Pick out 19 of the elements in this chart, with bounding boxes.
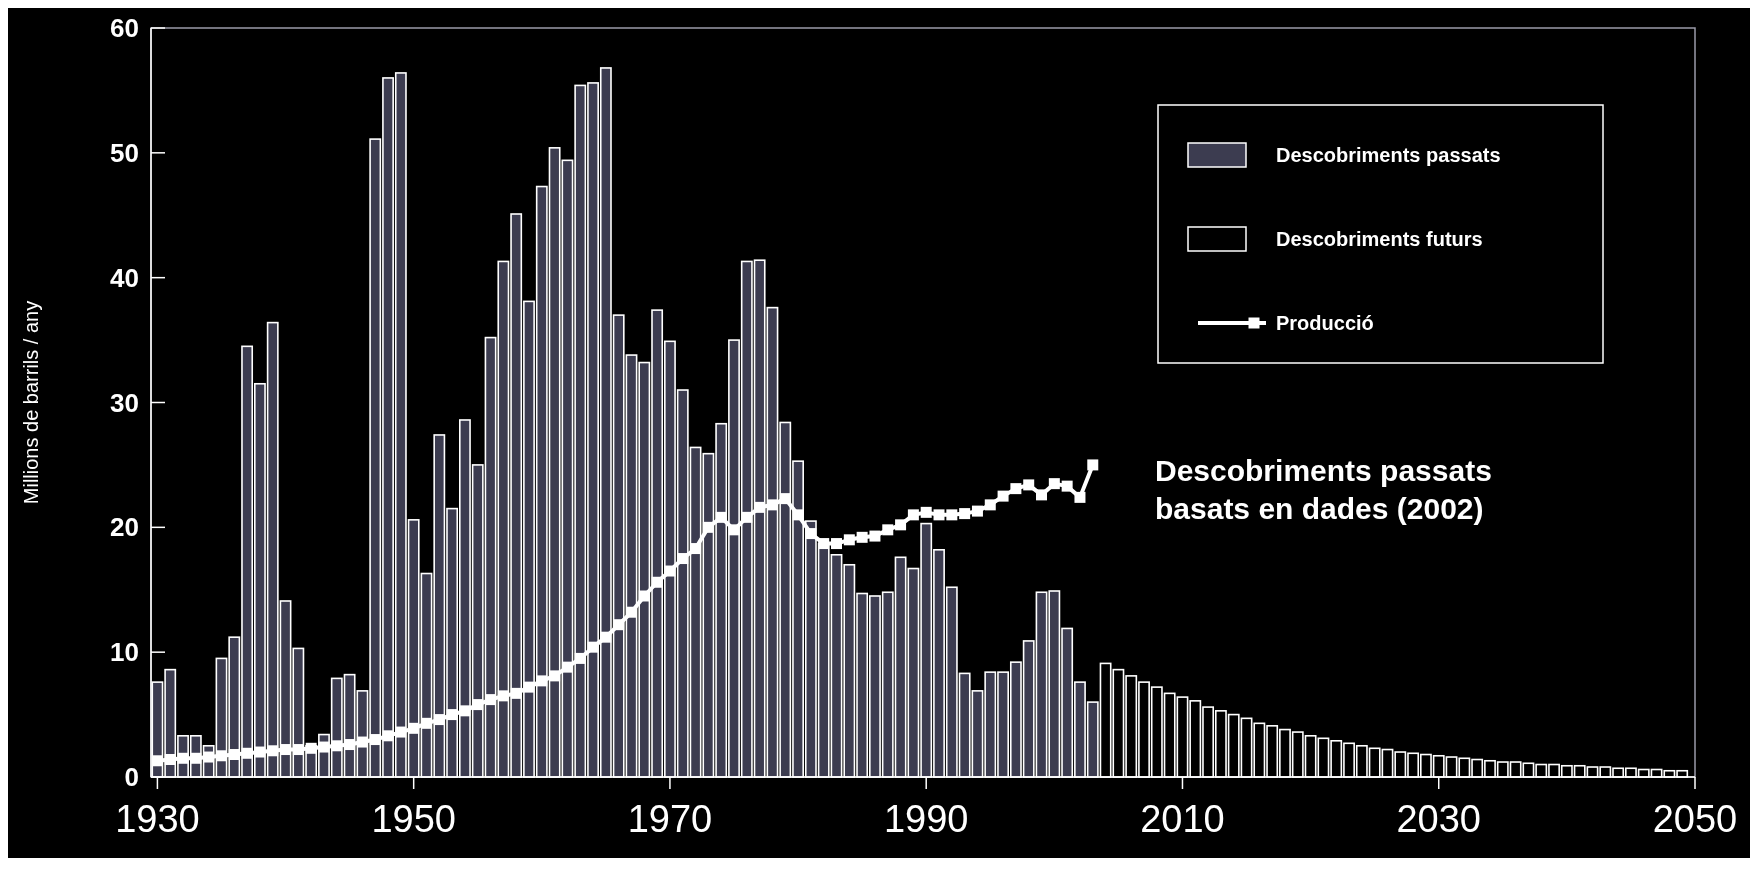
y-axis-title: Millions de barrils / any bbox=[20, 300, 42, 505]
y-tick-label: 0 bbox=[124, 762, 139, 793]
annotation: Descobriments passats basats en dades (2002) bbox=[1155, 454, 1492, 525]
x-tick-label: 1930 bbox=[115, 798, 200, 840]
y-tick-label: 30 bbox=[110, 387, 139, 418]
y-tick-label: 20 bbox=[110, 512, 139, 543]
x-tick-label: 2030 bbox=[1396, 798, 1482, 840]
legend-label: Producció bbox=[1276, 312, 1374, 334]
x-tick-label: 1970 bbox=[627, 798, 713, 840]
x-tick-label: 2010 bbox=[1140, 798, 1225, 840]
x-tick-label: 1990 bbox=[883, 798, 969, 840]
y-tick-label: 10 bbox=[110, 637, 139, 668]
x-tick-label: 1950 bbox=[371, 798, 456, 840]
legend-label: Descobriments passats bbox=[1276, 144, 1501, 166]
legend-label: Descobriments futurs bbox=[1276, 228, 1483, 250]
y-tick-label: 60 bbox=[110, 13, 139, 44]
x-tick-label: 2050 bbox=[1652, 798, 1738, 840]
y-tick-label: 40 bbox=[110, 262, 139, 293]
y-tick-label: 50 bbox=[110, 137, 139, 168]
